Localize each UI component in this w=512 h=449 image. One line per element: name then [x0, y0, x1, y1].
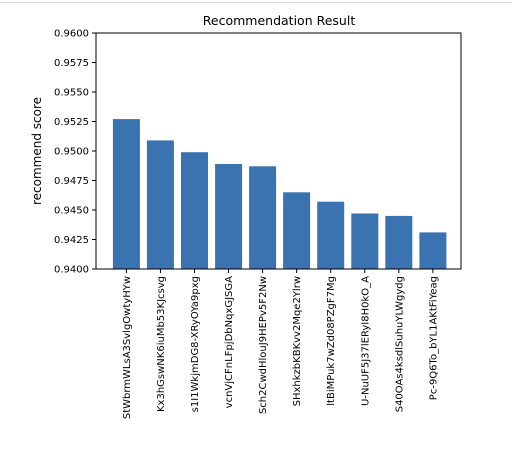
- x-tick-label: Pc-9Q6To_bYL1AKtFiYeag: [428, 276, 439, 400]
- y-tick-label: 0.9600: [54, 29, 89, 40]
- y-tick-label: 0.9575: [54, 58, 89, 69]
- bar-1: [113, 119, 140, 269]
- chart-title: Recommendation Result: [203, 13, 356, 28]
- bar-9: [385, 216, 412, 269]
- x-tick-label: ltBiMPuk7wZd08PZgF7Mg: [326, 276, 337, 406]
- bar-3: [181, 152, 208, 269]
- x-tick-label: s1I1WkjmDG8-XRyOYa9pxg: [190, 276, 201, 412]
- x-tick-label: U-NuUF5J37lERyI8H0kO_A: [360, 276, 371, 406]
- y-tick-label: 0.9450: [54, 206, 89, 217]
- x-tick-label: vcnVjCFnLFpjDbNqxGJSGA: [224, 276, 235, 408]
- x-tick-label: SHxhkzbKBKvv2Mqe2Ylrw: [292, 276, 303, 406]
- y-ticks-group: 0.9400 0.9425 0.9450 0.9475 0.9500 0.9525 0.95…: [54, 29, 96, 276]
- x-tick-label: Sch2CwdHlouJ9HEPv5F2Nw: [258, 276, 269, 414]
- y-tick-label: 0.9400: [54, 265, 89, 276]
- x-tick-label: S40OAs4ksdlSuhuYLWgydg: [394, 276, 405, 412]
- y-tick-label: 0.9425: [54, 235, 89, 246]
- bar-10: [419, 232, 446, 269]
- bar-8: [351, 214, 378, 270]
- x-ticks-group: StWbrmWLsA3SvlgOwtyHYw Kx3hGswNK6iuMb53KJ…: [122, 269, 440, 419]
- x-tick-label: Kx3hGswNK6iuMb53KJcsvg: [156, 276, 167, 412]
- bar-2: [147, 140, 174, 269]
- y-tick-label: 0.9475: [54, 176, 89, 187]
- x-tick-label: StWbrmWLsA3SvlgOwtyHYw: [122, 276, 133, 419]
- bar-4: [215, 164, 242, 269]
- bar-5: [249, 166, 276, 269]
- y-tick-label: 0.9550: [54, 88, 89, 99]
- y-axis-label: recommend score: [30, 97, 44, 205]
- y-tick-label: 0.9500: [54, 147, 89, 158]
- bar-6: [283, 192, 310, 269]
- bars-group: [113, 119, 447, 269]
- y-tick-label: 0.9525: [54, 117, 89, 128]
- bar-7: [317, 202, 344, 269]
